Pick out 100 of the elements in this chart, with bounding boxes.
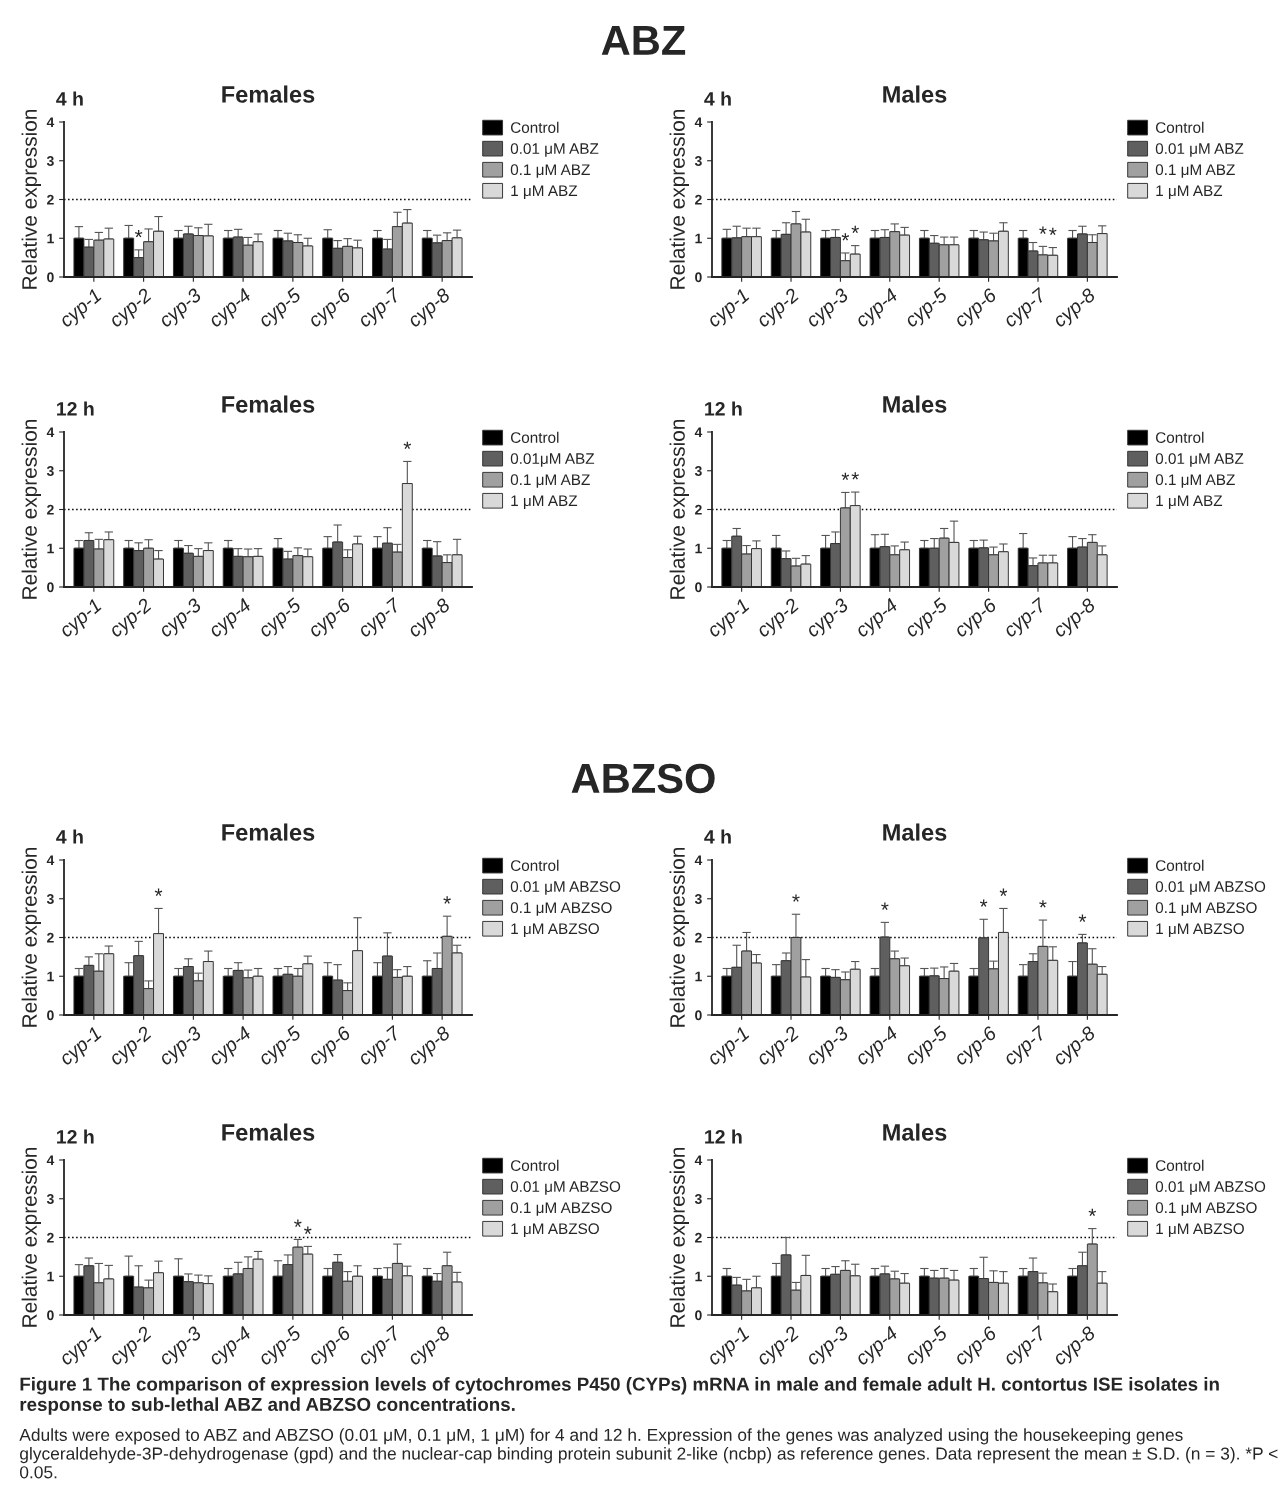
chart-title: Females xyxy=(222,823,315,841)
y-tick-label: 2 xyxy=(47,932,54,943)
y-axis-title: Relative expression xyxy=(21,109,41,289)
y-axis-title: Relative expression xyxy=(669,109,689,289)
y-tick-label: 1 xyxy=(695,1271,702,1282)
y-tick-label: 3 xyxy=(46,156,54,166)
y-tick-label: 4 xyxy=(694,855,703,866)
chart-title: Males xyxy=(883,85,947,103)
y-axis-title: Relative expression xyxy=(669,1147,689,1327)
chart-subtitle: 12 h xyxy=(57,401,94,416)
y-tick-label: 2 xyxy=(47,194,54,205)
y-tick-label: 3 xyxy=(46,894,54,904)
caption: Figure 1 The comparison of expression levels of cytochromes P450 (CYPs) mRNA in male and female adult H. contortus ISE isolates in response to sub-lethal ABZ and ABZSO concentrations. xyxy=(20,1377,1219,1415)
data-label: * xyxy=(881,902,889,910)
y-tick-label: 0 xyxy=(695,582,702,593)
y-tick-label: 4 xyxy=(46,855,55,866)
legend-label: Control xyxy=(510,431,559,443)
legend-label: 1 μM ABZSO xyxy=(511,1223,599,1237)
data-label: * xyxy=(1088,1208,1097,1217)
y-tick-label: 0 xyxy=(47,272,54,283)
legend-label: 0.1 μM ABZSO xyxy=(510,902,612,916)
legend-label: 0.1 μM ABZSO xyxy=(1155,902,1257,916)
legend-label: Control xyxy=(510,859,559,871)
y-axis-title: Relative expression xyxy=(21,847,41,1027)
legend-label: 1 μM ABZSO xyxy=(1156,1223,1244,1237)
legend-label: 1 μM ABZ xyxy=(1156,185,1223,199)
y-tick-label: 3 xyxy=(694,156,702,166)
legend-label: Control xyxy=(1155,121,1204,133)
y-tick-label: 0 xyxy=(695,1010,702,1021)
data-label: * xyxy=(294,1219,302,1227)
data-label: * xyxy=(134,230,143,238)
data-label: * xyxy=(154,888,163,896)
legend-label: 0.01 μM ABZSO xyxy=(510,1181,621,1195)
y-tick-label: 2 xyxy=(47,1232,54,1243)
y-tick-label: 2 xyxy=(47,504,54,515)
chart-subtitle: 12 h xyxy=(705,401,742,416)
chart-subtitle: 4 h xyxy=(56,91,83,106)
chart-title: Males xyxy=(883,1123,947,1141)
y-tick-label: 1 xyxy=(695,971,702,982)
y-tick-label: 2 xyxy=(695,194,702,205)
legend-label: Control xyxy=(510,1159,559,1171)
y-tick-label: 2 xyxy=(695,932,702,943)
y-tick-label: 3 xyxy=(694,1194,702,1204)
legend-label: Control xyxy=(1155,859,1204,871)
y-tick-label: 1 xyxy=(47,233,54,244)
chart-title: Females xyxy=(222,1123,315,1141)
legend-label: 0.1 μM ABZSO xyxy=(510,1202,612,1216)
y-tick-label: 3 xyxy=(694,894,702,904)
data-label: * xyxy=(841,233,850,241)
data-label: * xyxy=(841,472,850,480)
text: ABZ xyxy=(601,26,686,55)
data-label: * xyxy=(403,441,412,449)
data-label: * xyxy=(304,1226,312,1234)
y-axis-title: Relative expression xyxy=(21,419,41,599)
data-label: * xyxy=(1039,900,1047,908)
y-tick-label: 4 xyxy=(46,427,55,438)
y-tick-label: 1 xyxy=(695,233,702,244)
legend-label: 0.01 μM ABZSO xyxy=(1155,881,1266,895)
data-label: * xyxy=(1078,914,1087,922)
data-label: * xyxy=(851,225,859,234)
y-tick-label: 3 xyxy=(46,466,54,476)
y-tick-label: 0 xyxy=(47,1310,54,1321)
chart-title: Females xyxy=(222,395,315,413)
data-label: * xyxy=(1039,226,1047,234)
y-tick-label: 4 xyxy=(694,117,703,128)
chart-title: Males xyxy=(883,823,947,841)
legend-label: Control xyxy=(1155,431,1204,443)
chart-subtitle: 4 h xyxy=(704,829,731,844)
data-label: * xyxy=(1049,227,1057,236)
y-tick-label: 2 xyxy=(695,1232,702,1243)
legend-label: 1 μM ABZ xyxy=(511,185,578,199)
y-tick-label: 2 xyxy=(695,504,702,515)
legend-label: 0.1 μM ABZSO xyxy=(1155,1202,1257,1216)
chart-subtitle: 12 h xyxy=(705,1129,742,1144)
y-tick-label: 4 xyxy=(694,427,703,438)
legend-label: 0.01 μM ABZ xyxy=(510,143,599,157)
y-tick-label: 4 xyxy=(694,1155,703,1166)
y-tick-label: 4 xyxy=(46,117,55,128)
legend-label: 0.01 μM ABZ xyxy=(1155,143,1244,157)
y-tick-label: 0 xyxy=(695,1310,702,1321)
y-tick-label: 0 xyxy=(695,272,702,283)
legend-label: 0.01 μM ABZSO xyxy=(510,881,621,895)
legend-label: 1 μM ABZ xyxy=(1156,495,1223,509)
legend-label: 0.01μM ABZ xyxy=(510,453,595,467)
chart-subtitle: 4 h xyxy=(56,829,83,844)
legend-label: 0.1 μM ABZ xyxy=(510,164,590,178)
data-label: * xyxy=(851,472,859,480)
legend-label: 0.1 μM ABZ xyxy=(510,474,590,488)
legend-label: 0.1 μM ABZ xyxy=(1155,474,1235,488)
y-tick-label: 1 xyxy=(47,971,54,982)
text: Adults were exposed to ABZ and ABZSO (0.01 μM, 0.1 μM, 1 μM) for 4 and 12 h. Expression of the genes was analyzed using the housekeeping genes glyceraldehyde-3P-dehydrogenase (gpd) and the nuclear-cap binding protein subunit 2-like (ncbp) as reference genes. Data represent the mean ± S.D. (n = 3). *P < 0.05. xyxy=(19,1428,1278,1479)
legend-label: Control xyxy=(510,121,559,133)
y-axis-title: Relative expression xyxy=(669,419,689,599)
data-label: * xyxy=(443,896,451,904)
y-tick-label: 1 xyxy=(47,1271,54,1282)
data-label: * xyxy=(979,899,988,907)
legend-label: 0.01 μM ABZSO xyxy=(1155,1181,1266,1195)
legend-label: Control xyxy=(1155,1159,1204,1171)
legend-label: 1 μM ABZ xyxy=(511,495,578,509)
data-label: * xyxy=(999,888,1008,896)
